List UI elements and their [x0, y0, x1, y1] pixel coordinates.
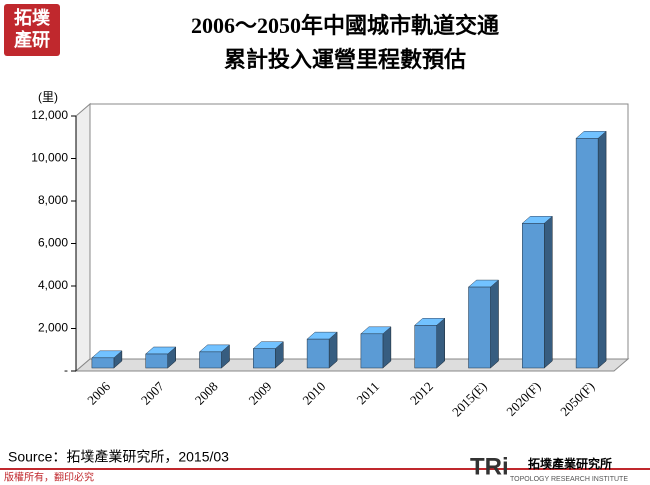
x-tick-label: 2008: [192, 379, 221, 408]
y-tick-label: 6,000: [38, 236, 68, 250]
y-tick-label: 8,000: [38, 193, 68, 207]
x-tick-label: 2020(F): [503, 379, 543, 419]
brand: TRi: [470, 453, 509, 480]
x-tick-label: 2006: [84, 378, 113, 407]
bar-side: [597, 130, 607, 369]
bar: [306, 338, 330, 369]
logo-text: 拓墣: [14, 7, 50, 28]
bar: [360, 333, 384, 369]
brand-english: TOPOLOGY RESEARCH INSTITUTE: [510, 476, 628, 483]
y-tick-label: 12,000: [31, 108, 68, 122]
x-tick-label: 2015(E): [449, 379, 490, 420]
bar: [522, 223, 545, 369]
bar: [253, 348, 276, 369]
bar-side: [436, 317, 445, 369]
source: Source：拓墣產業研究所，2015/03: [8, 449, 229, 465]
y-tick-label: 4,000: [38, 278, 68, 292]
x-tick-label: 2007: [138, 378, 167, 407]
bar-side: [544, 215, 553, 369]
chart-title: 2006～2050年中國城市軌道交通: [191, 13, 499, 38]
x-tick-label: 2011: [353, 379, 382, 408]
bar: [199, 351, 222, 369]
y-tick-label: 10,000: [31, 151, 68, 165]
bar-side: [490, 279, 499, 369]
bar: [468, 286, 491, 369]
y-unit: (里): [38, 90, 58, 104]
x-tick-label: 2012: [407, 379, 436, 408]
bar: [91, 357, 115, 369]
x-tick-label: 2009: [246, 379, 275, 408]
bar: [414, 325, 437, 369]
x-tick-label: 2050(F): [557, 379, 597, 419]
logo-box: [4, 4, 60, 56]
bar: [145, 353, 168, 369]
y-tick-label: 2,000: [38, 321, 68, 335]
brand-name: 拓墣產業研究所: [528, 456, 612, 471]
copyright: 版權所有，翻印必究: [4, 471, 94, 484]
x-tick-label: 2010: [299, 379, 328, 408]
chart-title: 累計投入運營里程數預估: [224, 47, 466, 72]
bar: [575, 138, 599, 369]
logo-text: 產研: [14, 29, 50, 50]
y-tick-label: -: [64, 363, 68, 377]
side-wall: [75, 102, 91, 373]
